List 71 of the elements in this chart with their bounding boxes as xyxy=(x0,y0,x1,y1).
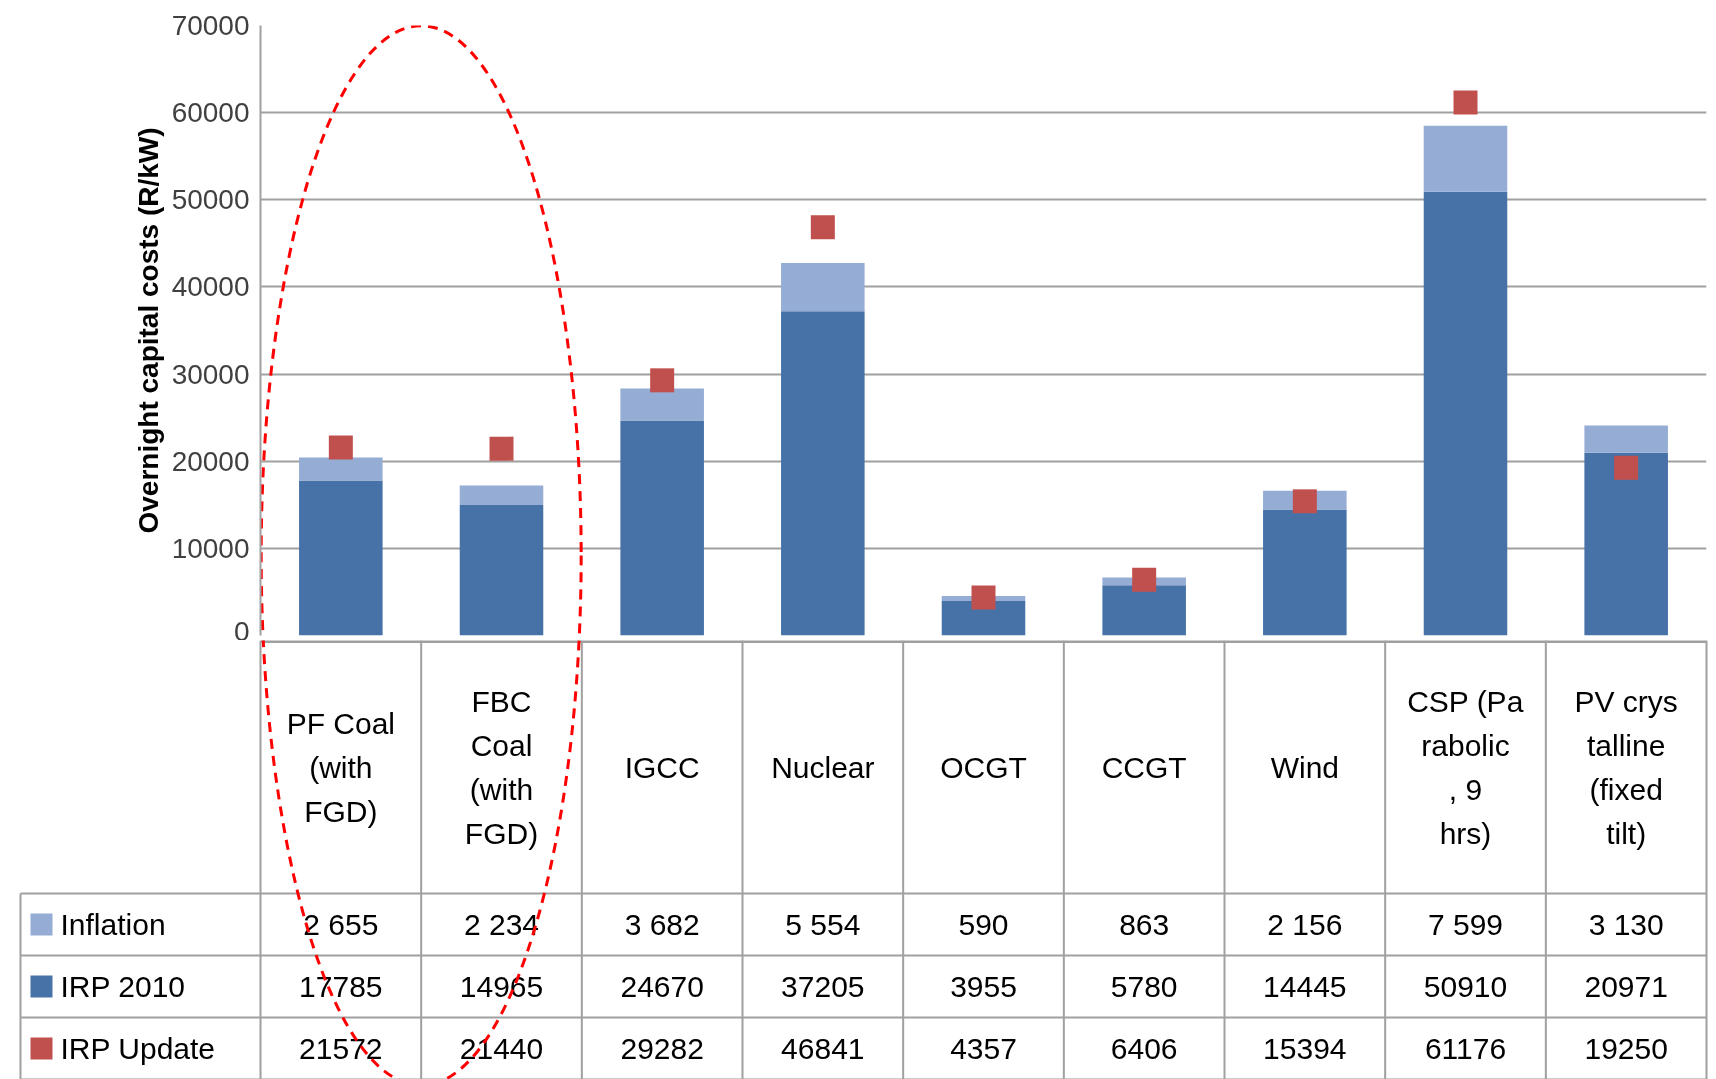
data-label: 2 156 xyxy=(1267,908,1343,941)
point xyxy=(1292,489,1317,514)
data-label: 3 682 xyxy=(624,908,700,941)
x-tick-label: PF Coal (with FGD) xyxy=(286,706,396,828)
point xyxy=(810,215,835,240)
bar xyxy=(1102,585,1186,636)
data-label: 5 554 xyxy=(785,908,861,941)
x-tick-label: Nuclear xyxy=(771,750,875,784)
y-tick-label: 60000 xyxy=(171,97,250,129)
data-label: 21572 xyxy=(299,1031,383,1065)
y-tick-label: 70000 xyxy=(171,10,250,41)
bar xyxy=(299,480,383,636)
data-label: 14445 xyxy=(1263,969,1347,1003)
point xyxy=(650,368,675,393)
data-label: 590 xyxy=(958,907,1009,941)
x-tick-label: IGCC xyxy=(624,750,700,784)
data-label: 14965 xyxy=(459,969,544,1003)
data-label: 46841 xyxy=(781,1031,865,1065)
y-tick-label: 40000 xyxy=(171,271,250,303)
data-label: 4357 xyxy=(950,1031,1017,1065)
bar xyxy=(941,601,1026,636)
data-label: 37205 xyxy=(781,969,865,1003)
data-label: 19250 xyxy=(1584,1031,1668,1065)
bar xyxy=(1423,191,1508,636)
y-tick-label: 10000 xyxy=(171,532,250,564)
point xyxy=(1453,90,1478,115)
point xyxy=(328,435,353,460)
x-tick-label: Wind xyxy=(1270,750,1340,784)
data-label: 50910 xyxy=(1423,969,1508,1003)
bar xyxy=(1423,125,1508,192)
x-tick-label: CCGT xyxy=(1101,750,1187,784)
legend-label: Inflation xyxy=(60,908,166,941)
y-tick-label: 30000 xyxy=(171,358,250,390)
legend-label: IRP Update xyxy=(60,1032,216,1065)
point xyxy=(1132,567,1157,592)
y-tick-label: 50000 xyxy=(171,184,250,216)
x-tick-label: OCGT xyxy=(940,750,1027,784)
data-label: 3 130 xyxy=(1588,908,1664,941)
bar xyxy=(781,262,865,312)
data-label: 24670 xyxy=(620,969,704,1003)
y-axis-title: Overnight capital costs (R/kW) xyxy=(132,127,164,534)
y-tick-label: 20000 xyxy=(171,445,250,477)
bar xyxy=(781,311,865,636)
data-label: 7 599 xyxy=(1427,908,1504,941)
point xyxy=(971,585,996,610)
data-label: 21440 xyxy=(459,1031,544,1065)
data-label: 17785 xyxy=(299,969,383,1003)
bar xyxy=(620,420,704,636)
data-label: 20971 xyxy=(1584,969,1668,1003)
y-tick-label: 0 xyxy=(233,615,250,647)
data-label: 3955 xyxy=(950,969,1017,1003)
legend-label: IRP 2010 xyxy=(60,970,186,1003)
data-label: 15394 xyxy=(1263,1031,1347,1065)
point xyxy=(489,436,514,461)
bar xyxy=(1263,509,1347,636)
data-label: 5780 xyxy=(1110,969,1178,1003)
data-label: 863 xyxy=(1119,907,1170,941)
data-label: 2 234 xyxy=(463,908,540,941)
x-tick-label: PV crystalline (fixed tilt) xyxy=(1574,684,1678,850)
bar xyxy=(1584,452,1668,636)
x-tick-label: CSP (Parabolic, 9 hrs) xyxy=(1407,684,1524,850)
point xyxy=(1614,455,1639,480)
bar xyxy=(620,388,704,421)
bar xyxy=(299,457,383,481)
data-label: 61176 xyxy=(1424,1031,1507,1065)
bar xyxy=(459,485,544,506)
data-label: 29282 xyxy=(620,1031,704,1065)
x-tick-label: FBC Coal (with FGD) xyxy=(464,684,539,850)
bar xyxy=(1584,425,1668,453)
bar xyxy=(459,505,544,636)
data-label: 6406 xyxy=(1110,1031,1178,1065)
